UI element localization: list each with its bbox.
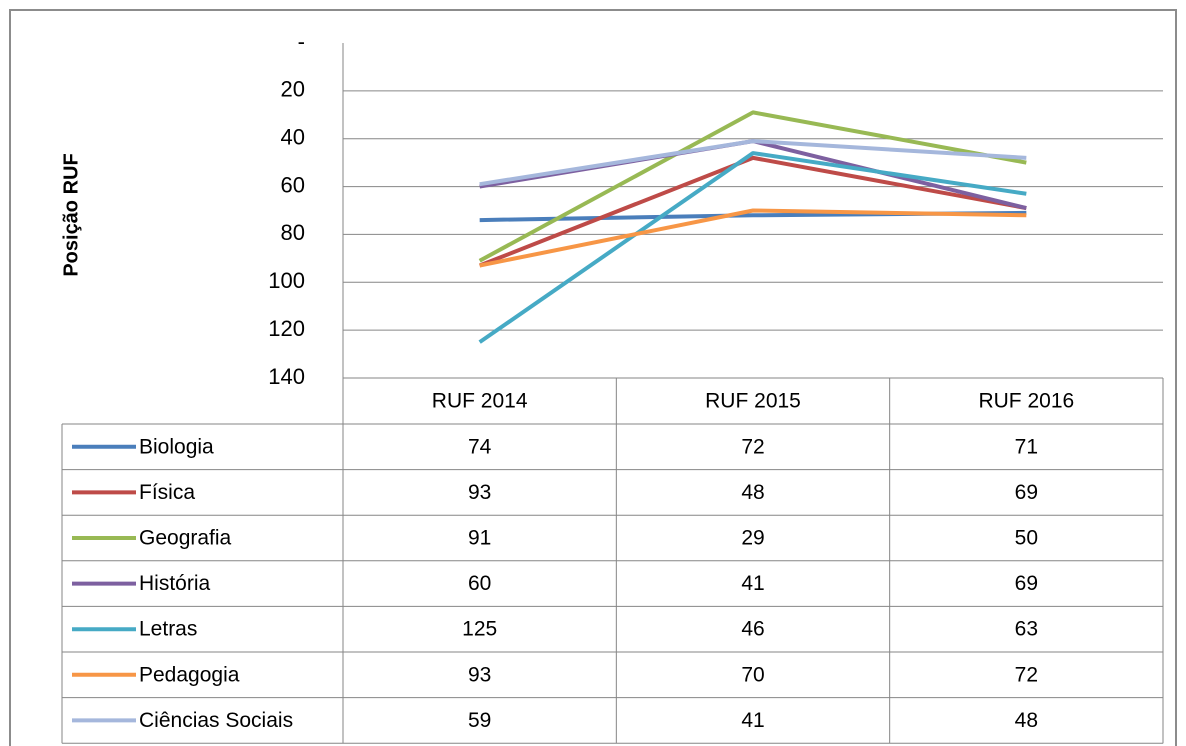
table-value: 74 (468, 435, 492, 458)
x-tick-label: RUF 2014 (432, 390, 528, 413)
table-value: 59 (468, 709, 491, 732)
y-tick-label: 20 (281, 77, 305, 102)
table-value: 48 (741, 481, 764, 504)
table-value: 41 (741, 709, 764, 732)
table-value: 69 (1015, 572, 1038, 595)
table-value: 70 (741, 663, 764, 686)
series-line (479, 139, 1027, 187)
table-value: 48 (1015, 709, 1038, 732)
y-tick-label: 40 (281, 125, 305, 150)
table-value: 50 (1015, 527, 1038, 550)
legend-label: Biologia (139, 435, 214, 458)
y-tick-label: 100 (268, 268, 305, 293)
legend-label: Pedagogia (139, 663, 240, 686)
table-value: 46 (741, 618, 764, 641)
y-tick-label: 120 (268, 316, 305, 341)
y-tick-label: 140 (268, 364, 305, 389)
table-value: 41 (741, 572, 764, 595)
legend-label: Letras (139, 618, 197, 641)
table-value: 29 (741, 527, 764, 550)
table-value: 71 (1015, 435, 1038, 458)
series-line (478, 151, 1027, 344)
series-line (478, 155, 1027, 268)
chart-frame (9, 9, 1177, 746)
y-tick-label: 80 (281, 220, 305, 245)
x-tick-label: RUF 2015 (705, 390, 801, 413)
table-value: 93 (468, 663, 491, 686)
x-tick-label: RUF 2016 (978, 390, 1074, 413)
y-tick-label: 60 (281, 172, 305, 197)
legend-label: Ciências Sociais (139, 709, 293, 732)
series-line (479, 208, 1027, 268)
y-axis-label: Posição RUF (60, 153, 82, 276)
legend-label: História (139, 572, 211, 595)
legend-label: Geografia (139, 527, 232, 550)
table-value: 93 (468, 481, 491, 504)
table-value: 60 (468, 572, 491, 595)
table-value: 63 (1015, 618, 1038, 641)
table-value: 72 (1015, 663, 1038, 686)
legend-label: Física (139, 481, 195, 504)
series-line (478, 110, 1027, 263)
table-value: 91 (468, 527, 491, 550)
table-value: 69 (1015, 481, 1038, 504)
y-tick-label: - (298, 29, 305, 54)
table-value: 125 (462, 618, 497, 641)
table-value: 72 (741, 435, 764, 458)
